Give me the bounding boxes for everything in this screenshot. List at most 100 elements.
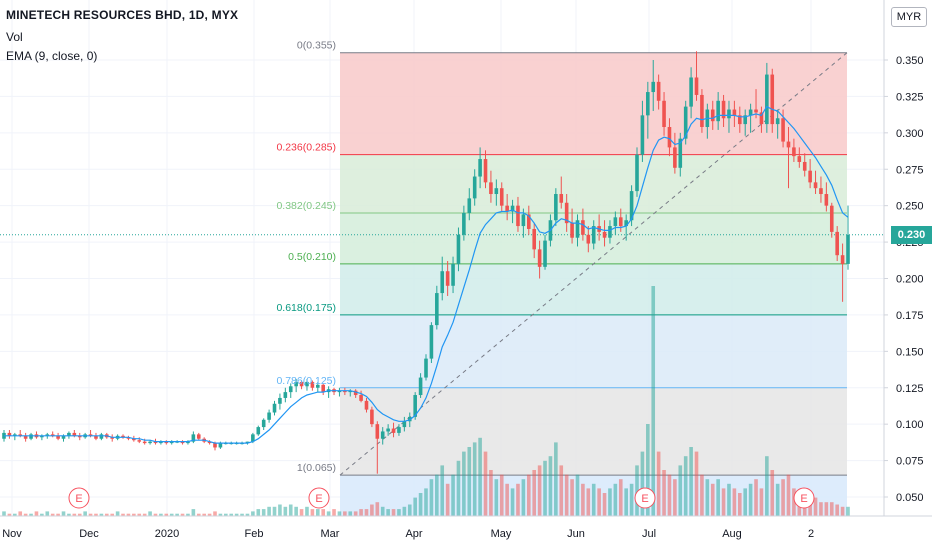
candle-body <box>353 390 358 396</box>
candle-body <box>786 141 791 148</box>
earnings-marker-label: E <box>641 493 648 505</box>
x-tick-label: Aug <box>722 528 742 540</box>
volume-bar <box>175 513 179 516</box>
volume-bar <box>321 509 326 516</box>
candle-body <box>435 293 439 326</box>
volume-bar <box>180 513 185 516</box>
candle-body <box>505 205 509 212</box>
fib-level-label: 1(0.065) <box>297 462 336 474</box>
candle-body <box>797 156 802 162</box>
volume-bar <box>840 506 845 516</box>
candle-body <box>759 112 764 125</box>
candle-body <box>337 390 342 393</box>
candle-body <box>288 386 293 393</box>
volume-bar <box>472 442 477 516</box>
candle-body <box>543 240 547 267</box>
x-tick-label: 2 <box>808 528 814 540</box>
x-tick-label: May <box>491 528 512 540</box>
volume-bar <box>667 474 672 516</box>
volume-bar <box>435 474 439 516</box>
time-axis-bg <box>0 516 932 550</box>
volume-bar <box>72 513 77 516</box>
volume-bar <box>635 465 639 516</box>
volume-bar <box>240 513 244 516</box>
volume-bar <box>792 488 796 516</box>
x-tick-label: Mar <box>321 528 340 540</box>
candle-body <box>294 381 298 387</box>
y-tick-label: 0.350 <box>896 55 924 67</box>
candle-body <box>489 182 493 195</box>
volume-bar <box>532 470 537 516</box>
volume-bar <box>348 511 353 516</box>
volume-bar <box>413 497 417 516</box>
volume-bar <box>489 470 493 516</box>
candle-body <box>348 390 353 393</box>
volume-bar <box>142 513 147 516</box>
candle-body <box>748 109 753 116</box>
volume-bar <box>629 483 634 516</box>
candle-body <box>218 443 223 448</box>
candle-body <box>245 441 250 444</box>
volume-bar <box>315 509 320 516</box>
earnings-marker[interactable]: E <box>68 487 90 509</box>
candle-body <box>743 115 748 125</box>
x-tick-label: Feb <box>245 528 264 540</box>
volume-bar <box>213 511 217 516</box>
candle-body <box>67 432 71 436</box>
candle-body <box>196 434 201 439</box>
volume-bar <box>510 488 515 516</box>
volume-bar <box>272 506 277 516</box>
earnings-marker-circle <box>634 487 656 509</box>
candle-body <box>526 214 531 229</box>
volume-bar <box>564 474 569 516</box>
volume-bar <box>759 488 764 516</box>
volume-bar <box>824 502 829 516</box>
volume-bar <box>267 506 271 516</box>
volume-bar <box>23 513 28 516</box>
earnings-marker[interactable]: E <box>308 487 330 509</box>
candle-body <box>462 212 466 235</box>
volume-bar <box>153 513 158 516</box>
candle-body <box>770 74 775 125</box>
currency-button[interactable]: MYR <box>891 7 927 27</box>
y-tick-label: 0.075 <box>896 456 924 468</box>
candle-body <box>278 397 282 404</box>
candle-body <box>40 435 44 438</box>
volume-bar <box>99 513 104 516</box>
earnings-marker[interactable]: E <box>634 487 656 509</box>
volume-bar <box>727 483 731 516</box>
volume-bar <box>678 465 683 516</box>
x-tick-label: Jun <box>567 528 585 540</box>
candle-body <box>629 191 634 221</box>
last-price-badge: 0.230 <box>891 226 932 244</box>
candle-body <box>667 127 672 148</box>
candle-body <box>445 271 450 286</box>
volume-bar <box>305 506 309 516</box>
candle-body <box>765 74 769 125</box>
candle-body <box>727 109 731 119</box>
candle-body <box>310 381 315 388</box>
candle-body <box>72 432 77 436</box>
candle-body <box>121 435 125 438</box>
volume-bar <box>407 504 412 516</box>
candle-body <box>559 194 564 203</box>
volume-bar <box>94 513 98 516</box>
candle-body <box>483 159 488 183</box>
earnings-marker[interactable]: E <box>793 487 815 509</box>
candle-body <box>186 441 190 444</box>
volume-bar <box>808 497 812 516</box>
candle-body <box>792 147 796 157</box>
candle-body <box>840 255 845 264</box>
volume-bar <box>424 488 428 516</box>
volume-bar <box>386 509 390 516</box>
volume-bar <box>397 509 401 516</box>
candle-body <box>510 205 515 212</box>
volume-bar <box>283 506 288 516</box>
volume-bar <box>132 513 136 516</box>
volume-bar <box>104 513 109 516</box>
volume-bar <box>721 488 726 516</box>
volume-bar <box>575 474 580 516</box>
